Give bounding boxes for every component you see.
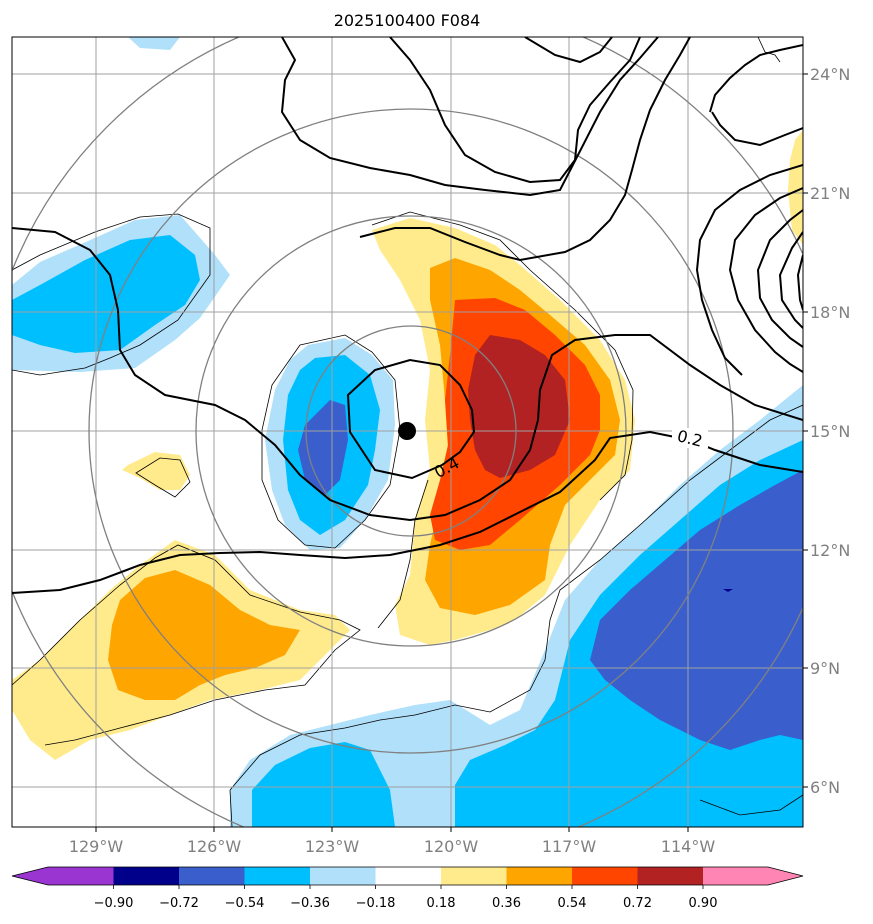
colorbar-segment: [703, 867, 768, 885]
colorbar-tick-label: 0.36: [492, 896, 521, 911]
colorbar-segment: [310, 867, 376, 885]
map-title: 2025100400 F084: [334, 11, 481, 30]
lon-label-120w: 120°W: [424, 837, 479, 856]
lon-label-117w: 117°W: [542, 837, 597, 856]
lon-label-126w: 126°W: [187, 837, 242, 856]
range-rings: [12, 37, 803, 827]
lat-label-15n: 15°N: [810, 422, 850, 441]
colorbar-tick-label: 0.90: [689, 896, 718, 911]
colorbar: −0.90 −0.72 −0.54 −0.36 −0.18 0.18 0.36 …: [11, 866, 804, 911]
contour-label-group: 0.4 0.2: [431, 426, 708, 482]
colorbar-segment: [244, 867, 310, 885]
colorbar-extend-low: [12, 867, 48, 885]
colorbar-segment: [375, 867, 441, 885]
colorbar-outline: [11, 866, 804, 886]
colorbar-segment: [441, 867, 507, 885]
colorbar-segment: [179, 867, 245, 885]
longitude-labels: 129°W 126°W 123°W 120°W 117°W 114°W: [69, 837, 716, 856]
colorbar-tick-label: 0.18: [427, 896, 456, 911]
colorbar-tick-label: −0.54: [225, 896, 265, 911]
lat-label-9n: 9°N: [810, 659, 840, 678]
colorbar-segment: [113, 867, 179, 885]
lon-label-123w: 123°W: [305, 837, 360, 856]
colorbar-segment: [637, 867, 703, 885]
colorbar-tick-label: 0.72: [623, 896, 652, 911]
lat-label-24n: 24°N: [810, 65, 850, 84]
map-area: 0.4 0.2: [12, 37, 803, 827]
colorbar-tick-label: −0.36: [290, 896, 330, 911]
lat-label-18n: 18°N: [810, 303, 850, 322]
lat-label-6n: 6°N: [810, 778, 840, 797]
colorbar-segment: [572, 867, 638, 885]
colorbar-tick-label: 0.54: [558, 896, 587, 911]
lon-label-114w: 114°W: [661, 837, 716, 856]
lat-label-21n: 21°N: [810, 184, 850, 203]
colorbar-segment: [48, 867, 114, 885]
colorbar-tick-label: −0.72: [159, 896, 199, 911]
lat-label-12n: 12°N: [810, 541, 850, 560]
colorbar-tick-label: −0.18: [356, 896, 396, 911]
latitude-labels: 24°N 21°N 18°N 15°N 12°N 9°N 6°N: [810, 65, 850, 797]
colorbar-segment: [506, 867, 572, 885]
colorbar-extend-high: [768, 867, 803, 885]
lon-label-129w: 129°W: [69, 837, 124, 856]
map-frame: [11, 36, 804, 828]
storm-center-marker: [398, 422, 416, 440]
shade-outlines: [12, 37, 803, 827]
tick-marks: [95, 73, 808, 832]
colorbar-tick-label: −0.90: [94, 896, 134, 911]
